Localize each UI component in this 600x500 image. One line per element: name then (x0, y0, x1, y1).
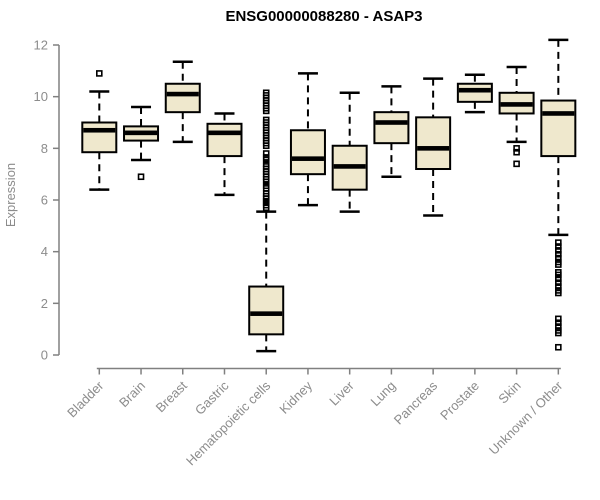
outlier-point (555, 319, 562, 327)
iqr-box (456, 82, 493, 103)
box-group-skin (498, 65, 535, 168)
outlier-point (137, 173, 145, 181)
x-category-label: Lung (367, 378, 398, 409)
outlier-point (96, 70, 103, 77)
iqr-box (81, 121, 118, 154)
x-category-label: Prostate (437, 378, 482, 423)
median-line (291, 156, 324, 161)
box-group-brain (123, 105, 160, 181)
iqr-box (540, 99, 577, 158)
outlier-point (555, 239, 562, 246)
outlier-point (513, 148, 520, 156)
y-tick-label: 8 (41, 141, 48, 156)
box-group-liver (331, 91, 368, 213)
outlier-point (262, 154, 270, 161)
outlier-point (555, 329, 562, 337)
median-line (417, 146, 450, 151)
median-line (125, 130, 158, 136)
median-line (208, 130, 241, 136)
iqr-box (289, 129, 326, 176)
outlier-point (555, 289, 562, 297)
outlier-point (555, 261, 562, 268)
outlier-point (555, 283, 562, 290)
chart-title: ENSG00000088280 - ASAP3 (225, 8, 422, 25)
y-tick-label: 12 (34, 38, 48, 53)
median-line (375, 120, 408, 125)
x-category-label: Skin (495, 378, 523, 406)
box-group-kidney (289, 72, 326, 207)
box-group-unknown-other (540, 38, 577, 351)
median-line (542, 111, 575, 116)
outlier-point (555, 275, 562, 283)
x-category-label: Pancreas (391, 378, 441, 428)
iqr-box (415, 116, 452, 171)
outlier-point (513, 145, 520, 152)
median-line (83, 127, 116, 133)
outlier-point (513, 160, 520, 168)
x-category-label: Liver (326, 378, 357, 409)
box-group-pancreas (415, 77, 452, 217)
box-group-breast (164, 60, 201, 144)
box-group-hematopoietic-cells (248, 89, 285, 353)
iqr-box (373, 111, 410, 145)
outlier-point (262, 89, 270, 97)
x-category-label: Brain (116, 378, 148, 410)
x-category-label: Gastric (192, 378, 232, 418)
outlier-point (555, 315, 562, 323)
outlier-point (555, 271, 562, 279)
y-tick-label: 0 (41, 348, 48, 363)
y-tick-label: 4 (41, 244, 48, 259)
x-category-label: Breast (153, 378, 190, 415)
y-axis-label: Expression (3, 163, 18, 227)
x-category-label: Bladder (64, 378, 107, 421)
outlier-point (555, 243, 562, 250)
outlier-point (262, 160, 270, 168)
median-line (333, 164, 366, 169)
box-group-gastric (206, 112, 243, 197)
outlier-point (262, 182, 270, 190)
median-line (250, 311, 283, 316)
x-category-label: Unknown / Other (486, 378, 566, 458)
iqr-box (248, 285, 285, 336)
y-tick-label: 10 (34, 89, 48, 104)
outlier-point (555, 343, 562, 351)
y-tick-label: 2 (41, 296, 48, 311)
outlier-point (555, 323, 562, 330)
box-group-lung (373, 85, 410, 179)
median-line (500, 102, 533, 107)
outlier-point (262, 150, 270, 157)
outlier-point (262, 116, 270, 124)
outlier-point (555, 250, 562, 258)
median-line (458, 87, 491, 93)
iqr-box (164, 82, 201, 114)
y-tick-label: 6 (41, 193, 48, 208)
box-group-prostate (456, 73, 493, 114)
median-line (166, 91, 199, 97)
outlier-point (555, 247, 562, 254)
outlier-point (555, 254, 562, 262)
box-group-bladder (81, 70, 118, 191)
iqr-box (206, 122, 243, 158)
outlier-point (555, 279, 562, 286)
plot-area (81, 38, 577, 353)
x-category-label: Kidney (276, 378, 315, 417)
